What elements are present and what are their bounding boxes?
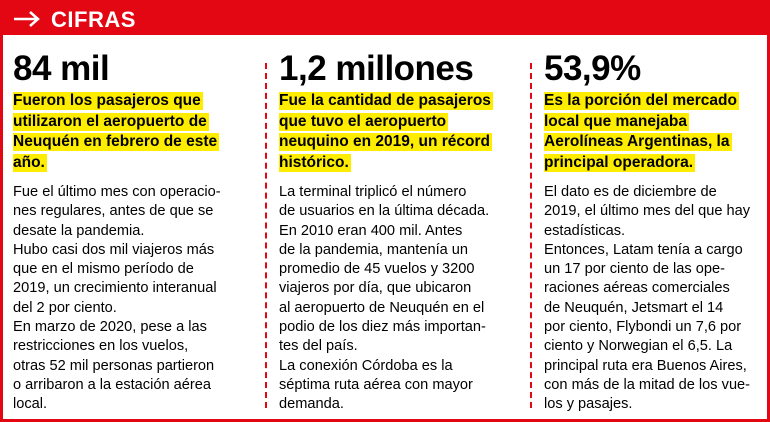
body-line: que en el mismo período de [13,261,194,278]
highlight-text: local que manejaba [544,112,689,131]
highlight-line: local que manejaba [544,112,770,133]
body-line: por ciento, Flybondi un 7,6 por [544,319,742,336]
highlight-line: Es la porción del mercado [544,91,770,112]
body-line: con más de la mitad de los vue- [544,376,751,393]
highlight: Fue la cantidad de pasajeros que tuvo el … [279,91,531,173]
highlight-text: Neuquén en febrero de este [13,133,220,151]
highlight: Es la porción del mercado local que manej… [544,91,770,173]
body-line: un 17 por ciento de las ope- [544,261,725,278]
body-line: principal ruta era Buenos Aires, [544,357,747,374]
body-line: En marzo de 2020, pese a las [13,319,207,336]
highlight-text: Fue la cantidad de pasajeros [279,92,493,110]
body-line: tes del país. [279,338,358,355]
body-line: La terminal triplicó el número [279,184,467,200]
body-line: de la pandemia, mantenía un [279,241,469,258]
highlight-line: año. [13,153,265,174]
highlight-text: Aerolíneas Argentinas, la [544,133,732,151]
body-line: nes regulares, antes de que se [13,203,214,220]
body-line: 2019, el último mes del que hay [544,203,751,220]
body-line: los y pasajes. [544,396,633,413]
highlight-text: Es la porción del mercado [544,92,739,110]
body-line: de usuarios en la última década. [279,203,490,220]
body-line: al aeropuerto de Neuquén en el [279,299,485,316]
column: 84 mil Fueron los pasajeros que utilizaron… [13,49,265,412]
column: 1,2 millones Fue la cantidad de pasajeros… [279,49,531,412]
body-line: de Neuquén, Jetsmart el 14 [544,299,724,316]
body-text: Fue el último mes con operacio-nes regul… [13,183,221,415]
body-line: desate la pandemia. [13,222,145,239]
highlight-line: que tuvo el aeropuerto [279,112,531,133]
highlight-text: principal operadora. [544,153,696,172]
body-line: El dato es de diciembre de [544,184,717,200]
body-text: La terminal triplicó el número de usuario… [279,183,489,415]
column: 53,9% Es la porción del mercado local que … [544,49,770,412]
highlight-line: utilizaron el aeropuerto de [13,112,265,133]
arrow-icon [14,11,40,27]
highlight-line: principal operadora. [544,153,770,174]
highlight-text: histórico. [279,153,351,172]
body-line: Fue el último mes con operacio- [13,184,221,200]
body-line: restricciones en los vuelos, [13,338,189,355]
body-line: viajeros por día, que ubicaron [279,280,472,297]
body-line: 2019, un crecimiento interanual [13,280,217,297]
key-figure: 1,2 millones [279,49,474,88]
body-line: promedio de 45 vuelos y 3200 [279,261,475,278]
body-line: del 2 por ciento. [13,299,117,316]
highlight: Fueron los pasajeros que utilizaron el ae… [13,91,265,173]
highlight-line: histórico. [279,153,531,174]
highlight-line: Aerolíneas Argentinas, la [544,132,770,153]
highlight-line: Fueron los pasajeros que [13,91,265,112]
body-line: raciones aéreas comerciales [544,280,730,297]
highlight-text: utilizaron el aeropuerto de [13,112,209,131]
body-line: ciento y Norwegian el 6,5. La [544,338,733,355]
header-bar: CIFRAS [3,3,767,35]
body-line: podio de los diez más importan- [279,319,486,336]
highlight-text: que tuvo el aeropuerto [279,112,449,131]
body-line: local. [13,396,48,413]
column-separator [530,63,532,408]
body-line: La conexión Córdoba es la [279,357,453,374]
body-line: séptima ruta aérea con mayor [279,376,473,393]
header-title: CIFRAS [51,7,136,32]
highlight-line: Fue la cantidad de pasajeros [279,91,531,112]
key-figure: 53,9% [544,49,641,88]
body-text: El dato es de diciembre de 2019, el últim… [544,183,750,415]
highlight-text: neuquino en 2019, un récord [279,133,493,151]
column-separator [265,63,267,408]
highlight-text: Fueron los pasajeros que [13,92,203,110]
key-figure: 84 mil [13,49,110,88]
highlight-text: año. [13,153,47,172]
highlight-line: Neuquén en febrero de este [13,132,265,153]
body-line: estadísticas. [544,222,626,239]
body-line: En 2010 eran 400 mil. Antes [279,222,463,239]
highlight-line: neuquino en 2019, un récord [279,132,531,153]
body-line: o arribaron a la estación aérea [13,376,211,393]
body-line: Hubo casi dos mil viajeros más [13,241,215,258]
body-line: Entonces, Latam tenía a cargo [544,241,743,258]
body-line: demanda. [279,396,344,413]
body-line: otras 52 mil personas partieron [13,357,215,374]
